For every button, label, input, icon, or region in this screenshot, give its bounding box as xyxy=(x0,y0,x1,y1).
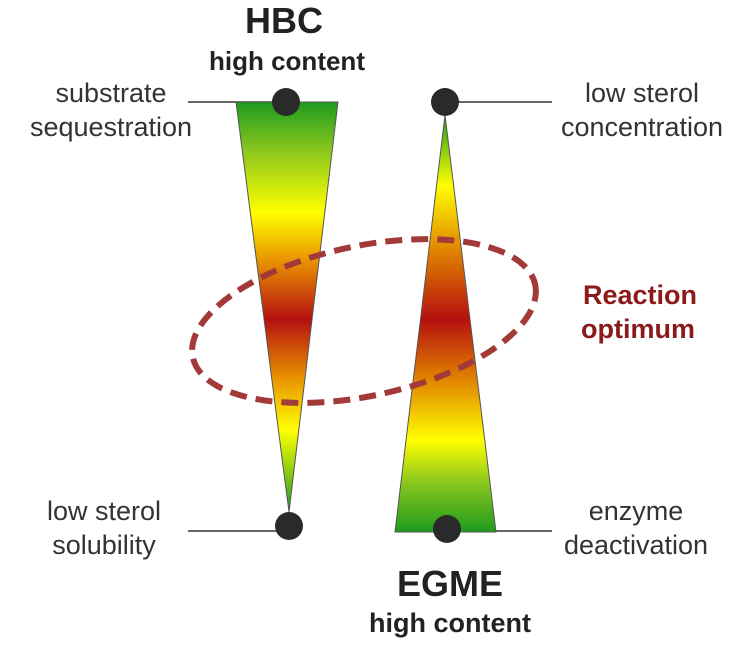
reaction-optimum-label-line1: Reaction xyxy=(583,280,697,310)
hbc-gradient-wedge xyxy=(235,101,339,513)
label-low-sterol-solubility-line2: solubility xyxy=(52,530,156,560)
label-enzyme-deactivation-line2: deactivation xyxy=(564,530,708,560)
marker-dot-bottom-right xyxy=(433,515,461,543)
marker-dot-bottom-left xyxy=(275,512,303,540)
reaction-optimum-ellipse xyxy=(189,236,539,406)
hbc-subtitle: high content xyxy=(209,46,365,76)
reaction-optimum-label-line2: optimum xyxy=(581,314,695,344)
label-substrate-sequestration-line1: substrate xyxy=(55,78,166,108)
hbc-title: HBC xyxy=(245,0,323,41)
egme-gradient-wedge xyxy=(394,114,497,533)
marker-dot-top-left xyxy=(272,88,300,116)
label-substrate-sequestration-line2: sequestration xyxy=(30,112,192,142)
egme-subtitle: high content xyxy=(369,608,531,638)
label-low-sterol-solubility-line1: low sterol xyxy=(47,496,161,526)
label-low-sterol-concentration-line2: concentration xyxy=(561,112,723,142)
label-low-sterol-concentration-line1: low sterol xyxy=(585,78,699,108)
marker-dot-top-right xyxy=(431,88,459,116)
egme-title: EGME xyxy=(397,563,503,604)
label-enzyme-deactivation-line1: enzyme xyxy=(589,496,684,526)
